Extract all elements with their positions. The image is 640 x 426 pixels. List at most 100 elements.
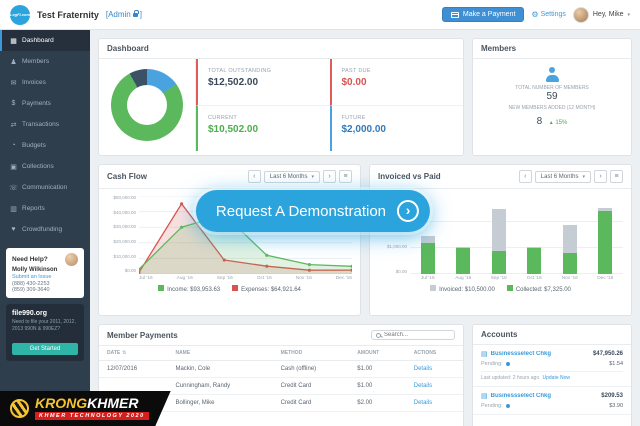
cell-method: Cash (offline) <box>272 360 350 378</box>
lock-icon <box>132 9 139 17</box>
pending-dot-icon <box>505 362 510 366</box>
legend-collected: Collected: $7,325.00 <box>506 285 571 293</box>
table-row: 12/07/2016 Mackin, Cole Cash (offline) $… <box>99 360 463 378</box>
col-method[interactable]: METHOD <box>272 346 350 361</box>
details-link[interactable]: Details <box>413 383 433 389</box>
col-name[interactable]: NAME <box>167 346 273 361</box>
admin-badge[interactable]: [Admin ] <box>105 9 142 19</box>
chart-menu-button[interactable]: ≡ <box>339 170 352 183</box>
stat-past-due: PAST DUE $0.00 <box>329 59 463 106</box>
payments-table: DATE ⇅ NAME METHOD AMOUNT ACTIONS 12/07/2… <box>99 346 463 412</box>
sidebar-item-transactions[interactable]: ⇄ Transactions <box>0 114 90 135</box>
range-label: Last 6 Months <box>540 173 579 180</box>
card-title: Invoiced vs Paid <box>378 172 441 181</box>
members-card: Members TOTAL NUMBER OF MEMBERS 59 NEW M… <box>472 38 632 156</box>
avatar <box>572 6 589 23</box>
members-icon: ♟ <box>10 58 17 66</box>
legend-expenses: Expenses: $64,921.64 <box>232 285 301 293</box>
update-now-link[interactable]: Update Now <box>542 375 571 381</box>
make-payment-button[interactable]: Make a Payment <box>441 7 525 22</box>
stat-value: $12,502.00 <box>208 77 259 88</box>
legend-invoiced: Invoiced: $10,500.00 <box>430 285 495 293</box>
cell-amount: $1.00 <box>349 360 406 378</box>
admin-prefix: [Admin <box>105 10 131 19</box>
legend-income: Income: $93,953.63 <box>158 285 220 293</box>
search-input[interactable] <box>384 332 450 338</box>
request-demo-button[interactable]: Request A Demonstration › <box>195 190 431 232</box>
sidebar-item-members[interactable]: ♟ Members <box>0 51 90 72</box>
account-item: ▤ Businessselect Chkg $209.53 Pending: $… <box>473 387 631 415</box>
range-dropdown[interactable]: Last 6 Months ▾ <box>534 170 591 183</box>
settings-label: Settings <box>540 11 566 18</box>
sort-icon: ⇅ <box>122 350 127 356</box>
range-prev-button[interactable]: ‹ <box>247 170 261 183</box>
account-link[interactable]: Businessselect Chkg <box>490 351 551 357</box>
card-title: Member Payments <box>107 330 178 340</box>
cashflow-legend: Income: $93,953.63 Expenses: $64,921.64 <box>107 285 352 293</box>
col-actions: ACTIONS <box>405 346 463 361</box>
sidebar-item-invoices[interactable]: ✉ Invoices <box>0 72 90 93</box>
donut-hole <box>127 85 167 125</box>
account-balance: $209.53 <box>601 393 623 399</box>
stat-value: $0.00 <box>341 77 367 88</box>
collections-icon: ▣ <box>10 163 17 171</box>
range-prev-button[interactable]: ‹ <box>518 170 532 183</box>
col-amount[interactable]: AMOUNT <box>349 346 406 361</box>
watermark-subtitle: KHMER TECHNOLOGY 2020 <box>35 412 149 420</box>
collected-swatch <box>506 285 513 291</box>
sidebar-item-reports[interactable]: ▥ Reports <box>0 198 90 219</box>
chevron-down-icon: ▾ <box>311 173 314 180</box>
details-link[interactable]: Details <box>413 366 433 372</box>
sidebar-item-label: Budgets <box>22 142 46 149</box>
table-row: Cunningham, Randy Credit Card $1.00 Deta… <box>99 377 463 395</box>
request-demo-label: Request A Demonstration <box>215 202 387 220</box>
sidebar-item-label: Reports <box>22 205 45 212</box>
cell-amount: $2.00 <box>349 394 406 412</box>
range-next-button[interactable]: › <box>323 170 336 183</box>
up-arrow-icon: ▲ <box>548 120 554 126</box>
details-link[interactable]: Details <box>413 400 433 406</box>
stat-label: PAST DUE <box>341 68 371 74</box>
chart-controls: ‹ Last 6 Months ▾ › ≡ <box>247 170 352 183</box>
outstanding-stats: TOTAL OUTSTANDING $12,502.00 PAST DUE $0… <box>195 59 463 151</box>
sidebar-item-label: Members <box>22 58 50 65</box>
sidebar-item-label: Transactions <box>22 121 59 128</box>
app-logo[interactable]: LegFi.com <box>10 4 30 25</box>
search-box <box>371 330 455 340</box>
new-members-label: NEW MEMBERS ADDED (12 MONTH) <box>508 105 596 111</box>
cell-amount: $1.00 <box>349 377 406 395</box>
range-dropdown[interactable]: Last 6 Months ▾ <box>263 170 320 183</box>
get-started-button[interactable]: Get Started <box>12 342 78 355</box>
stat-current: CURRENT $10,502.00 <box>196 105 330 151</box>
col-date[interactable]: DATE ⇅ <box>99 346 168 361</box>
expenses-swatch <box>232 285 239 291</box>
submit-issue-link[interactable]: Submit an Issue <box>12 274 52 280</box>
account-link[interactable]: Businessselect Chkg <box>490 393 551 399</box>
sidebar-item-crowdfunding[interactable]: ♥ Crowdfunding <box>0 219 90 240</box>
sidebar-item-communication[interactable]: ☏ Communication <box>0 177 90 198</box>
cell-name: Bollinger, Mike <box>167 394 273 412</box>
sidebar-item-label: Crowdfunding <box>22 226 63 233</box>
stat-future: FUTURE $2,000.00 <box>329 105 464 151</box>
range-next-button[interactable]: › <box>594 170 607 183</box>
invoiced-swatch <box>430 285 437 291</box>
chart-menu-button[interactable]: ≡ <box>610 170 623 183</box>
new-members-value: 8 <box>536 116 543 127</box>
sidebar-item-payments[interactable]: $ Payments <box>0 93 90 114</box>
sidebar-item-dashboard[interactable]: ▦ Dashboard <box>0 30 90 51</box>
cell-name: Cunningham, Randy <box>167 377 273 395</box>
sidebar: ▦ Dashboard ♟ Members ✉ Invoices $ Payme… <box>0 30 90 426</box>
range-label: Last 6 Months <box>269 173 308 180</box>
sidebar-item-collections[interactable]: ▣ Collections <box>0 156 90 177</box>
pending-dot-icon <box>505 404 510 408</box>
settings-link[interactable]: ⚙ Settings <box>531 10 565 19</box>
transactions-icon: ⇄ <box>10 121 17 129</box>
credit-card-icon <box>450 11 459 18</box>
income-swatch <box>158 285 165 291</box>
stat-value: $10,502.00 <box>208 123 259 135</box>
sidebar-item-budgets[interactable]: ◔ Budgets <box>0 135 90 156</box>
user-menu[interactable]: Hey, Mike ▾ <box>572 6 630 23</box>
cashflow-x-axis: Jul '16 Aug '16 Sep '16 Oct '16 Nov '16 Dec '… <box>139 276 352 281</box>
sidebar-item-label: Invoices <box>22 79 46 86</box>
search-icon <box>376 332 381 338</box>
